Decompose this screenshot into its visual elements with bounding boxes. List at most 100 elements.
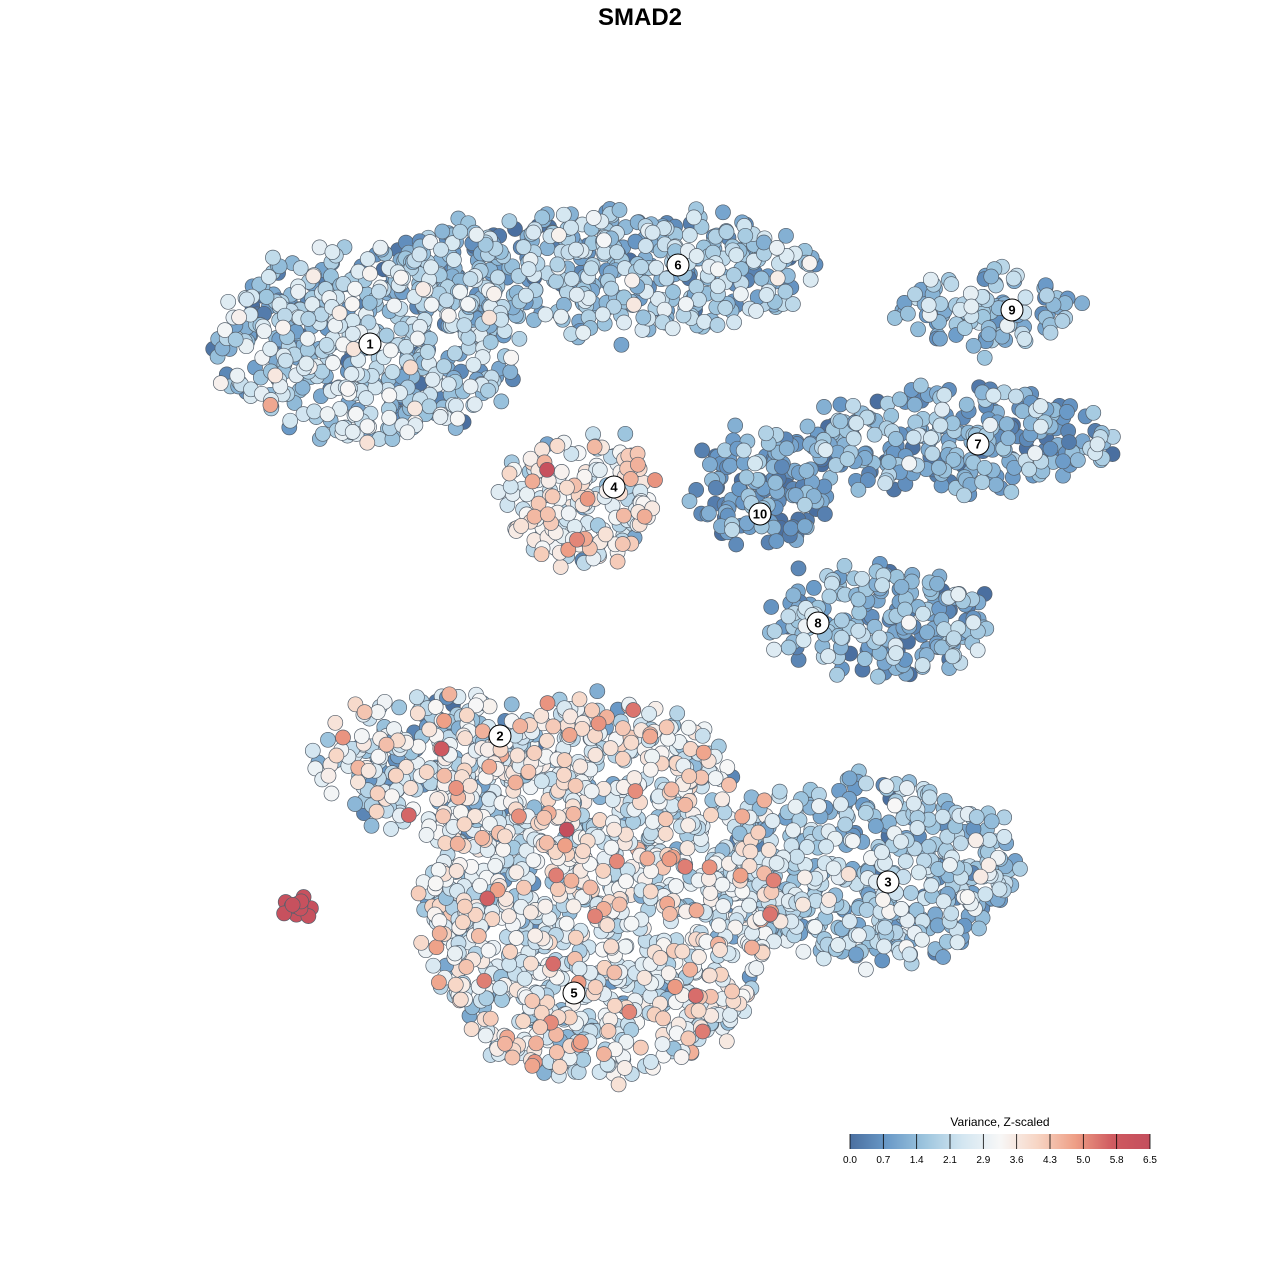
data-point [504,1049,521,1066]
data-point [468,226,485,243]
data-point [560,541,577,558]
data-point [532,1019,548,1036]
data-point [503,696,520,713]
data-point [501,213,518,230]
data-point [381,409,398,426]
data-point [701,967,718,984]
data-point [306,403,323,420]
data-point [726,267,742,283]
data-point [507,774,524,791]
data-point [550,881,566,898]
data-point [516,970,533,987]
data-point [976,349,993,366]
data-point [909,820,926,836]
data-point [482,1010,499,1027]
data-point [935,949,951,965]
data-point [760,842,777,858]
data-point [217,322,233,338]
data-point [768,855,785,871]
data-point [539,695,556,711]
data-point [901,946,918,963]
data-point [393,320,410,337]
data-point [318,337,335,353]
data-point [774,458,790,475]
data-point [691,949,707,965]
data-point [959,889,976,905]
data-point [648,259,665,276]
data-point [887,431,904,447]
data-point [680,817,697,834]
data-point [617,425,634,442]
data-point [391,699,408,716]
data-point [735,442,752,459]
data-point [915,605,931,622]
data-point [949,934,966,951]
data-point [710,261,726,278]
data-point [468,697,484,714]
data-point [551,1059,568,1075]
data-point [1055,453,1071,470]
data-point [626,296,642,313]
data-point [790,560,807,577]
data-point [583,783,600,800]
data-point [836,557,853,574]
data-point [436,712,452,729]
data-point [635,309,652,326]
cluster-label-9: 9 [1000,298,1024,322]
data-point [572,758,589,775]
data-point [359,418,376,435]
data-point [591,462,608,478]
data-point [511,808,527,825]
data-point [1003,484,1020,500]
data-point [427,699,444,715]
data-point [363,817,380,834]
data-point [1008,388,1024,405]
data-point [594,306,611,323]
data-point [718,1033,735,1050]
data-point [452,223,469,240]
data-point [497,1035,513,1052]
data-point [553,464,570,480]
data-point [452,283,468,300]
data-point [702,456,718,473]
data-point [563,446,580,462]
data-point [617,938,634,955]
data-point [462,271,479,287]
data-point [477,236,494,253]
data-point [748,960,765,976]
data-point [848,946,864,963]
data-point [595,862,612,879]
data-point [1005,270,1022,287]
data-point [335,729,351,746]
data-point [845,397,861,414]
data-point [616,1060,633,1076]
data-point [694,727,711,744]
data-point [611,202,628,218]
data-point [563,271,580,287]
data-point [523,904,539,921]
data-point [474,830,490,846]
data-point [592,812,608,828]
data-point [677,797,694,813]
data-point [360,762,377,779]
data-point [524,1057,541,1074]
data-point [571,691,588,708]
data-point [971,920,987,937]
data-point [556,767,572,783]
data-point [319,406,336,423]
data-point [968,809,985,825]
data-point [658,270,675,287]
data-point [520,763,537,780]
data-point [409,705,426,722]
data-point [509,747,526,764]
data-point [901,455,918,472]
data-point [548,867,565,884]
data-point [562,708,579,725]
cluster-label-badge [358,332,382,356]
data-point [717,300,734,316]
data-point [544,488,561,505]
data-point [744,939,760,956]
data-point [433,241,449,258]
data-point [956,487,972,504]
data-point [1085,404,1102,421]
